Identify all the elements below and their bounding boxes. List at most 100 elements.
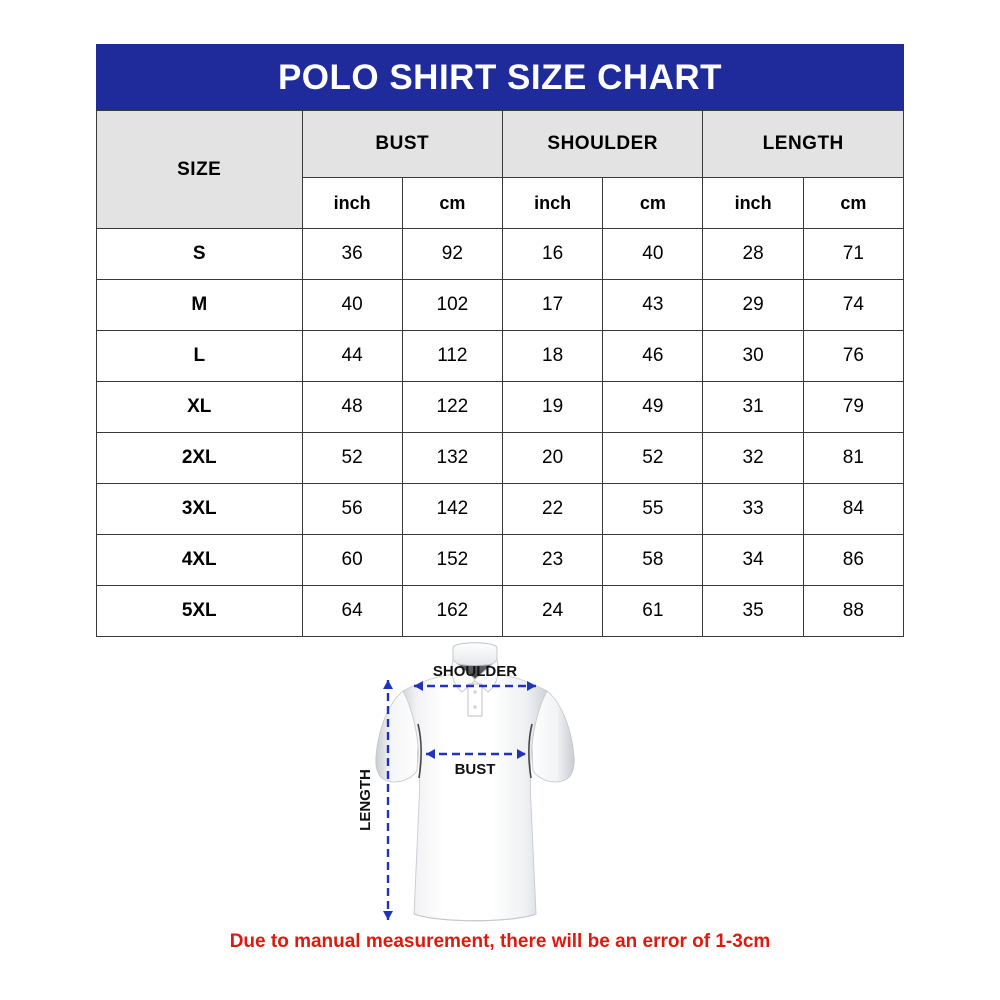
- cell-bust-cm: 142: [401, 483, 503, 535]
- cell-length-cm: 88: [802, 585, 905, 637]
- cell-shoulder-cm: 49: [602, 381, 704, 433]
- table-row: 4XL 60 152 23 58 34 86: [96, 534, 905, 586]
- cell-size: XL: [96, 381, 303, 433]
- cell-length-inch: 31: [702, 381, 804, 433]
- cell-length-cm: 71: [802, 228, 905, 280]
- cell-shoulder-inch: 24: [501, 585, 604, 637]
- cell-length-inch: 29: [702, 279, 804, 331]
- table-row: 5XL 64 162 24 61 35 88: [96, 585, 905, 637]
- unit-bust-cm: cm: [401, 177, 503, 229]
- header-shoulder: SHOULDER: [501, 110, 704, 178]
- cell-shoulder-inch: 18: [501, 330, 604, 382]
- hem-line: [413, 913, 537, 922]
- cell-length-cm: 84: [802, 483, 905, 535]
- cell-bust-cm: 152: [401, 534, 503, 586]
- cell-size: 3XL: [96, 483, 303, 535]
- measurement-arrows: [383, 680, 536, 920]
- button-bottom: [473, 705, 477, 709]
- cell-bust-inch: 48: [301, 381, 403, 433]
- cell-bust-inch: 60: [301, 534, 403, 586]
- cell-size: M: [96, 279, 303, 331]
- cell-bust-inch: 56: [301, 483, 403, 535]
- cell-length-cm: 86: [802, 534, 905, 586]
- length-label: LENGTH: [357, 769, 374, 831]
- cell-shoulder-cm: 52: [602, 432, 704, 484]
- table-row: 3XL 56 142 22 55 33 84: [96, 483, 905, 535]
- cell-shoulder-inch: 19: [501, 381, 604, 433]
- cell-shoulder-inch: 16: [501, 228, 604, 280]
- shoulder-label: SHOULDER: [433, 663, 517, 680]
- cell-shoulder-inch: 17: [501, 279, 604, 331]
- table-row: XL 48 122 19 49 31 79: [96, 381, 905, 433]
- table-row: M 40 102 17 43 29 74: [96, 279, 905, 331]
- unit-shoulder-inch: inch: [501, 177, 604, 229]
- table-row: S 36 92 16 40 28 71: [96, 228, 905, 280]
- header-size: SIZE: [96, 110, 303, 229]
- cell-bust-cm: 102: [401, 279, 503, 331]
- unit-bust-inch: inch: [301, 177, 403, 229]
- unit-shoulder-cm: cm: [602, 177, 704, 229]
- cell-length-inch: 33: [702, 483, 804, 535]
- cell-size: S: [96, 228, 303, 280]
- cell-shoulder-cm: 61: [602, 585, 704, 637]
- header-bust: BUST: [301, 110, 503, 178]
- cell-bust-inch: 44: [301, 330, 403, 382]
- length-arrow-head-top: [383, 680, 393, 689]
- cell-length-inch: 28: [702, 228, 804, 280]
- cell-bust-cm: 92: [401, 228, 503, 280]
- cell-bust-cm: 132: [401, 432, 503, 484]
- bust-label: BUST: [455, 761, 496, 778]
- table-group-header-row: SIZE BUST SHOULDER LENGTH: [96, 110, 904, 229]
- button-top: [473, 690, 477, 694]
- left-sleeve: [375, 690, 420, 783]
- cell-size: 2XL: [96, 432, 303, 484]
- table-unit-header-row: inch cm inch cm inch cm: [97, 177, 905, 229]
- cell-bust-inch: 64: [301, 585, 403, 637]
- cell-bust-inch: 36: [301, 228, 403, 280]
- cell-bust-cm: 162: [401, 585, 503, 637]
- size-chart-table: SIZE BUST SHOULDER LENGTH inch cm inch c…: [96, 110, 905, 637]
- cell-shoulder-cm: 40: [602, 228, 704, 280]
- left-armhole-seam: [417, 723, 422, 779]
- cell-shoulder-inch: 23: [501, 534, 604, 586]
- unit-length-cm: cm: [802, 177, 905, 229]
- cell-bust-inch: 52: [301, 432, 403, 484]
- cell-shoulder-inch: 22: [501, 483, 604, 535]
- table-row: 2XL 52 132 20 52 32 81: [96, 432, 905, 484]
- cell-bust-inch: 40: [301, 279, 403, 331]
- bust-arrow-head-left: [426, 749, 435, 759]
- cell-length-cm: 74: [802, 279, 905, 331]
- unit-length-inch: inch: [702, 177, 804, 229]
- cell-bust-cm: 122: [401, 381, 503, 433]
- polo-shirt-diagram: SHOULDER BUST LENGTH: [340, 628, 670, 928]
- chart-title: POLO SHIRT SIZE CHART: [96, 44, 904, 110]
- cell-length-inch: 32: [702, 432, 804, 484]
- size-chart-container: POLO SHIRT SIZE CHART SIZE BUST SHOULDER…: [96, 44, 905, 637]
- table-row: L 44 112 18 46 30 76: [96, 330, 905, 382]
- measurement-disclaimer: Due to manual measurement, there will be…: [229, 931, 771, 952]
- shoulder-arrow-head-right: [527, 681, 536, 691]
- cell-bust-cm: 112: [401, 330, 503, 382]
- cell-size: 5XL: [96, 585, 303, 637]
- cell-length-inch: 30: [702, 330, 804, 382]
- placket: [467, 683, 483, 717]
- cell-shoulder-cm: 55: [602, 483, 704, 535]
- cell-shoulder-cm: 58: [602, 534, 704, 586]
- cell-size: L: [96, 330, 303, 382]
- cell-length-inch: 34: [702, 534, 804, 586]
- right-sleeve: [530, 690, 575, 783]
- cell-length-cm: 81: [802, 432, 905, 484]
- length-arrow-head-bottom: [383, 911, 393, 920]
- cell-length-cm: 79: [802, 381, 905, 433]
- cell-size: 4XL: [96, 534, 303, 586]
- cell-length-cm: 76: [802, 330, 905, 382]
- header-length: LENGTH: [702, 110, 904, 178]
- cell-shoulder-cm: 43: [602, 279, 704, 331]
- cell-length-inch: 35: [702, 585, 804, 637]
- right-armhole-seam: [528, 723, 533, 779]
- shirt-illustration: [375, 642, 575, 922]
- cell-shoulder-inch: 20: [501, 432, 604, 484]
- bust-arrow-head-right: [517, 749, 526, 759]
- cell-shoulder-cm: 46: [602, 330, 704, 382]
- shoulder-arrow-head-left: [414, 681, 423, 691]
